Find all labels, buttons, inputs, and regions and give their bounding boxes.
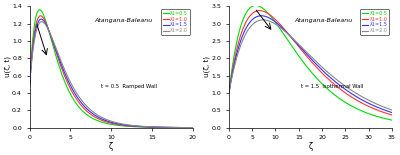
X-axis label: ζ: ζ [109, 142, 113, 151]
Legend: λ1=0.5, λ1=1.0, λ1=1.5, λ1=2.0: λ1=0.5, λ1=1.0, λ1=1.5, λ1=2.0 [161, 9, 190, 35]
Y-axis label: u(ζ, t): u(ζ, t) [204, 56, 210, 78]
Legend: λ1=0.5, λ1=1.0, λ1=1.5, λ1=2.0: λ1=0.5, λ1=1.0, λ1=1.5, λ1=2.0 [360, 9, 390, 35]
Text: Atangana-Baleanu: Atangana-Baleanu [294, 18, 352, 23]
Text: t = 1.5  Isothermal Wall: t = 1.5 Isothermal Wall [301, 84, 363, 89]
Y-axis label: u(ζ, t): u(ζ, t) [4, 56, 11, 78]
X-axis label: ζ: ζ [308, 142, 312, 151]
Text: Atangana-Baleanu: Atangana-Baleanu [95, 18, 153, 23]
Text: t = 0.5  Ramped Wall: t = 0.5 Ramped Wall [101, 84, 158, 89]
